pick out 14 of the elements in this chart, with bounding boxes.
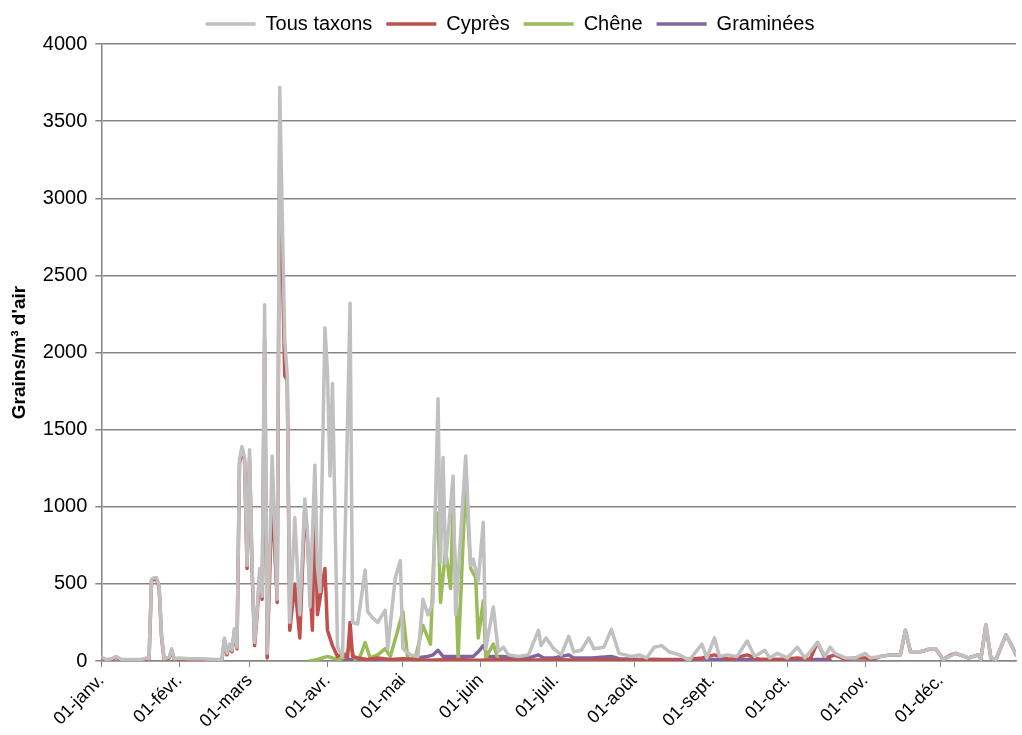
legend-label: Tous taxons <box>265 11 373 34</box>
legend-label: Graminées <box>716 11 815 34</box>
y-tick-label: 3500 <box>42 108 88 131</box>
legend-label: Cyprès <box>446 11 510 34</box>
legend-label: Chêne <box>583 11 643 34</box>
y-tick-label: 2000 <box>42 340 88 363</box>
y-tick-label: 500 <box>53 571 88 594</box>
y-tick-label: 0 <box>76 648 88 671</box>
y-tick-label: 3000 <box>42 185 88 208</box>
y-tick-label: 1500 <box>42 417 88 440</box>
y-tick-label: 4000 <box>42 31 88 54</box>
y-axis-title: Grains/m³ d'air <box>7 285 29 420</box>
y-tick-label: 2500 <box>42 262 88 285</box>
y-tick-label: 1000 <box>42 494 88 517</box>
